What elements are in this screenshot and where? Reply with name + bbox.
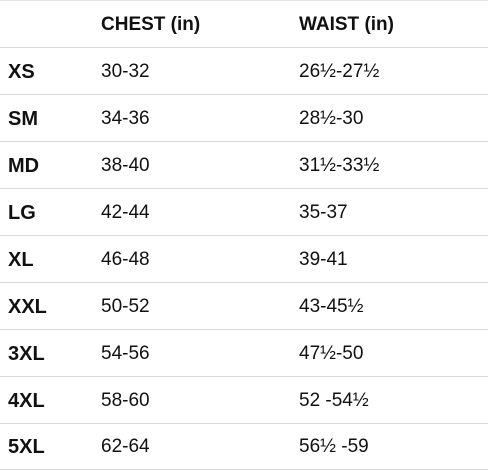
- waist-value: 52 -54½: [299, 390, 369, 411]
- chest-value: 54-56: [101, 343, 150, 364]
- size-label: 4XL: [8, 390, 45, 412]
- size-label: 3XL: [8, 343, 45, 365]
- chest-value: 42-44: [101, 202, 150, 223]
- waist-value: 26½-27½: [299, 61, 380, 82]
- chest-value: 34-36: [101, 108, 150, 129]
- size-label: LG: [8, 202, 36, 224]
- table-row: 4XL 58-60 52 -54½: [0, 378, 488, 424]
- table-row: 3XL 54-56 47½-50: [0, 331, 488, 377]
- chest-value: 46-48: [101, 249, 150, 270]
- size-label: 5XL: [8, 436, 45, 458]
- size-label: XXL: [8, 296, 47, 318]
- chest-value: 50-52: [101, 296, 150, 317]
- waist-value: 43-45½: [299, 296, 364, 317]
- size-label: SM: [8, 108, 38, 130]
- table-row: SM 34-36 28½-30: [0, 96, 488, 142]
- table-row: LG 42-44 35-37: [0, 190, 488, 236]
- waist-value: 35-37: [299, 202, 348, 223]
- table-row: XL 46-48 39-41: [0, 237, 488, 283]
- waist-value: 31½-33½: [299, 155, 380, 176]
- waist-value: 56½ -59: [299, 436, 369, 457]
- waist-value: 39-41: [299, 249, 348, 270]
- table-row: XXL 50-52 43-45½: [0, 284, 488, 330]
- waist-value: 28½-30: [299, 108, 364, 129]
- chest-value: 62-64: [101, 436, 150, 457]
- size-label: XS: [8, 61, 35, 83]
- header-waist: WAIST (in): [299, 14, 394, 35]
- chest-value: 58-60: [101, 390, 150, 411]
- table-row: XS 30-32 26½-27½: [0, 49, 488, 95]
- size-label: MD: [8, 155, 40, 177]
- table-header-row: CHEST (in) WAIST (in): [0, 2, 488, 48]
- table-row: MD 38-40 31½-33½: [0, 143, 488, 189]
- table-top-border: [0, 0, 488, 1]
- chest-value: 38-40: [101, 155, 150, 176]
- waist-value: 47½-50: [299, 343, 364, 364]
- size-label: XL: [8, 249, 34, 271]
- chest-value: 30-32: [101, 61, 150, 82]
- header-chest: CHEST (in): [101, 14, 201, 35]
- table-row: 5XL 62-64 56½ -59: [0, 424, 488, 470]
